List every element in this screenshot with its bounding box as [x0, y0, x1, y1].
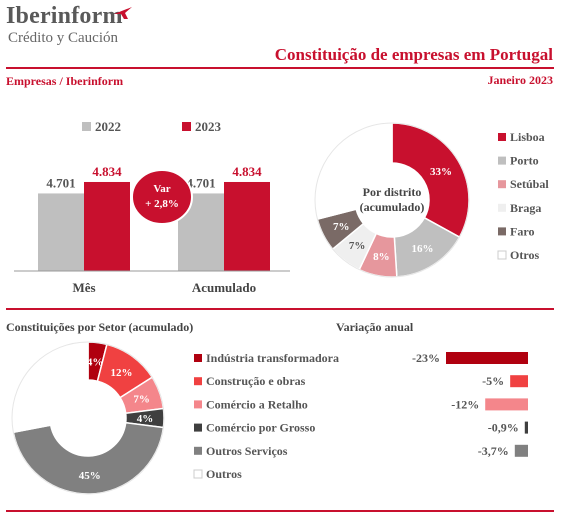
sector-legend-swatch-5	[193, 469, 203, 479]
sector-legend-label-2: Comércio a Retalho	[206, 397, 308, 411]
sector-legend-swatch-4	[194, 446, 202, 455]
variation-bar-0	[446, 352, 528, 364]
brand-tagline: Crédito y Caución	[8, 30, 118, 46]
legend-swatch-2023	[182, 122, 191, 131]
district-value-label-2: 8%	[373, 251, 390, 263]
district-value-label-3: 7%	[349, 240, 366, 252]
district-legend-swatch-0	[498, 133, 506, 141]
variation-value-4: -3,7%	[478, 444, 509, 458]
data-label-2023-0: 4.834	[92, 164, 122, 179]
sector-chart-title: Constituições por Setor (acumulado)	[6, 320, 194, 334]
variation-value-1: -5%	[482, 374, 504, 388]
sector-legend-swatch-1	[194, 377, 202, 386]
district-value-label-0: 33%	[430, 166, 452, 178]
district-value-label-4: 7%	[333, 221, 350, 233]
district-legend-label-2: Setúbal	[510, 177, 549, 191]
brand-name: Iberinform	[6, 3, 123, 29]
sector-legend-label-5: Outros	[206, 467, 242, 481]
footer-divider	[6, 510, 554, 512]
data-label-2022-0: 4.701	[46, 175, 75, 190]
sector-value-label-4: 45%	[79, 470, 101, 482]
legend-swatch-2022	[82, 122, 91, 131]
annual-variation-title: Variação anual	[336, 320, 414, 334]
bar-2023-0	[84, 181, 130, 271]
variation-line2: + 2,8%	[145, 198, 179, 210]
sector-legend-label-4: Outros Serviços	[206, 444, 288, 458]
variation-value-3: -0,9%	[488, 421, 519, 435]
district-legend-label-1: Porto	[510, 154, 539, 168]
legend-label-2022: 2022	[95, 119, 121, 134]
district-legend-label-4: Faro	[510, 224, 534, 238]
district-legend-swatch-5	[497, 250, 507, 260]
source-label: Empresas / Iberinform	[6, 74, 124, 88]
district-legend-swatch-3	[498, 203, 506, 212]
bar-2022-0	[38, 193, 84, 271]
sector-legend-label-1: Construção e obras	[206, 374, 306, 388]
header-divider	[6, 67, 554, 69]
sector-legend-swatch-2	[194, 400, 202, 409]
variation-line1: Var	[153, 183, 170, 195]
district-value-label-1: 16%	[412, 243, 434, 255]
variation-bar-2	[485, 398, 528, 411]
sector-value-label-3: 4%	[137, 413, 154, 425]
variation-bar-4	[514, 444, 528, 457]
page-title: Constituição de empresas em Portugal	[274, 45, 553, 64]
sector-outline	[11, 341, 165, 495]
category-label-1: Acumulado	[192, 280, 256, 295]
bar-2023-1	[224, 181, 270, 271]
section-divider	[6, 308, 554, 310]
variation-bar-3	[524, 421, 528, 434]
sector-legend-swatch-0	[194, 354, 202, 362]
legend-label-2023: 2023	[195, 119, 222, 134]
district-center-title-1: (acumulado)	[360, 200, 425, 214]
variation-value-2: -12%	[451, 397, 479, 411]
district-center-title-0: Por distrito	[363, 185, 422, 199]
period-label: Janeiro 2023	[487, 73, 553, 87]
sector-value-label-0: 4%	[87, 356, 104, 368]
data-label-2023-1: 4.834	[232, 164, 262, 179]
variation-value-0: -23%	[412, 351, 440, 365]
district-legend-label-0: Lisboa	[510, 130, 545, 144]
variation-bar-1	[510, 375, 528, 388]
district-legend-swatch-4	[498, 227, 506, 236]
sector-legend-swatch-3	[194, 423, 202, 432]
district-legend-swatch-2	[498, 180, 506, 189]
sector-value-label-1: 12%	[111, 367, 133, 379]
data-label-2022-1: 4.701	[186, 175, 215, 190]
district-outline	[314, 122, 470, 278]
category-label-0: Mês	[72, 280, 95, 295]
sector-value-label-2: 7%	[133, 394, 150, 406]
sector-legend-label-0: Indústria transformadora	[206, 351, 339, 365]
sector-legend-label-3: Comércio por Grosso	[206, 421, 315, 435]
district-legend-label-5: Otros	[510, 248, 539, 262]
district-legend-swatch-1	[498, 156, 506, 165]
variation-bubble	[131, 169, 193, 225]
plane-logo-icon	[114, 7, 132, 19]
district-legend-label-3: Braga	[510, 201, 541, 215]
